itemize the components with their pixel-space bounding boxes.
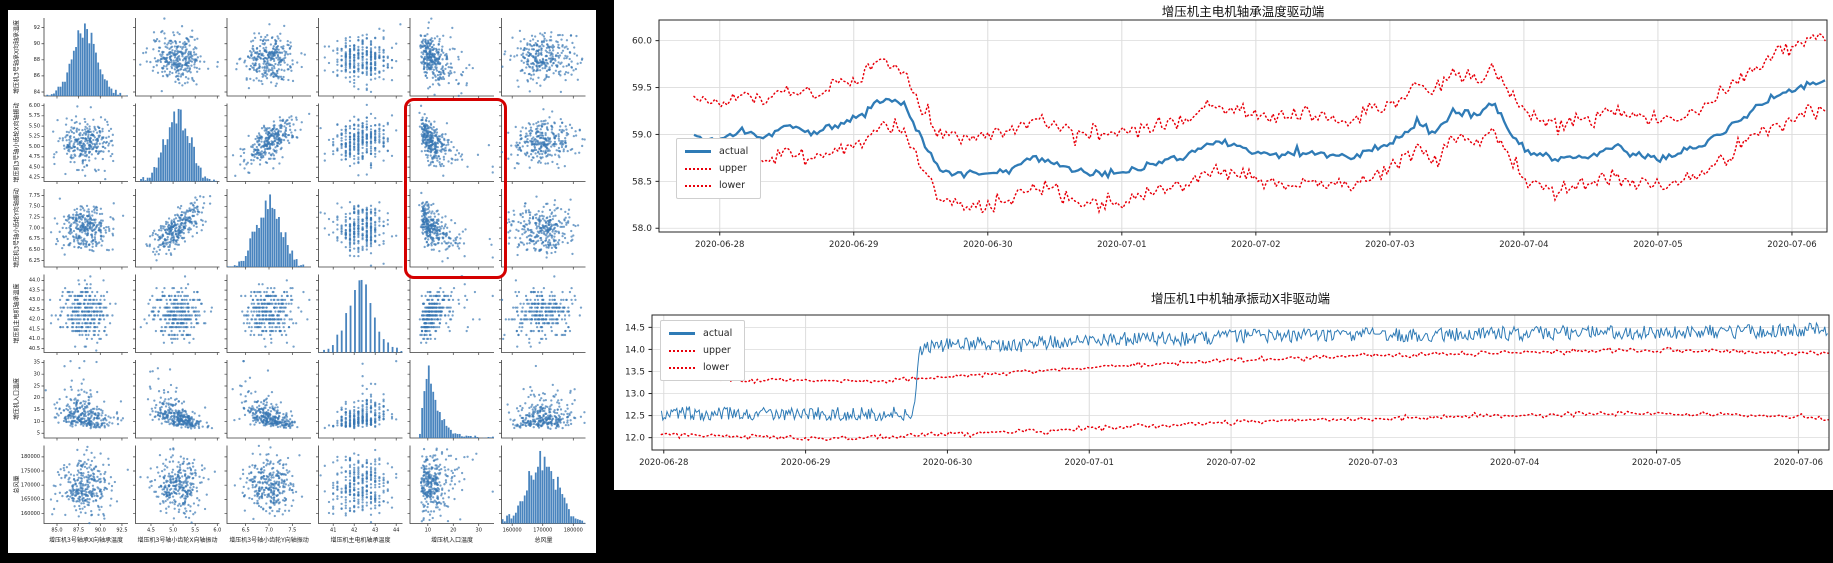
- svg-text:59.0: 59.0: [632, 130, 652, 140]
- svg-text:2020-07-02: 2020-07-02: [1231, 240, 1280, 250]
- legend-upper-label: upper: [703, 345, 731, 356]
- svg-text:2020-06-28: 2020-06-28: [639, 458, 688, 468]
- svg-text:2020-06-30: 2020-06-30: [923, 458, 972, 468]
- svg-text:12.5: 12.5: [625, 412, 645, 422]
- svg-text:2020-06-30: 2020-06-30: [963, 240, 1012, 250]
- legend-item-upper: upper: [685, 160, 748, 177]
- svg-text:2020-07-05: 2020-07-05: [1633, 240, 1682, 250]
- legend-lower-line-sample: [669, 366, 695, 369]
- svg-text:2020-07-04: 2020-07-04: [1490, 458, 1539, 468]
- legend-item-actual: actual: [685, 143, 748, 160]
- legend-upper-line-sample: [685, 167, 711, 170]
- svg-text:14.0: 14.0: [625, 345, 645, 355]
- legend-item-upper: upper: [669, 342, 732, 359]
- chart2-title: 增压机1中机轴承振动X非驱动端: [1150, 291, 1331, 306]
- svg-text:2020-06-29: 2020-06-29: [781, 458, 830, 468]
- svg-text:2020-07-03: 2020-07-03: [1365, 240, 1414, 250]
- chart2-legend: actual upper lower: [660, 320, 746, 381]
- svg-text:2020-07-06: 2020-07-06: [1767, 240, 1816, 250]
- legend-actual-line-sample: [669, 332, 695, 335]
- legend-lower-line-sample: [685, 184, 711, 187]
- svg-text:13.0: 13.0: [625, 390, 645, 400]
- legend-upper-label: upper: [719, 163, 747, 174]
- legend-item-actual: actual: [669, 325, 732, 342]
- legend-lower-label: lower: [719, 180, 745, 191]
- svg-text:2020-07-01: 2020-07-01: [1097, 240, 1146, 250]
- legend-item-lower: lower: [685, 177, 748, 194]
- legend-upper-line-sample: [669, 349, 695, 352]
- legend-item-lower: lower: [669, 359, 732, 376]
- legend-lower-label: lower: [703, 362, 729, 373]
- chart1-legend: actual upper lower: [676, 138, 762, 199]
- legend-actual-label: actual: [719, 146, 749, 157]
- svg-text:2020-07-03: 2020-07-03: [1348, 458, 1397, 468]
- svg-text:2020-06-29: 2020-06-29: [829, 240, 878, 250]
- svg-text:12.0: 12.0: [625, 434, 645, 444]
- svg-text:2020-07-02: 2020-07-02: [1206, 458, 1255, 468]
- legend-actual-label: actual: [703, 328, 733, 339]
- pairplot-canvas: [8, 10, 596, 553]
- svg-text:58.5: 58.5: [632, 177, 652, 187]
- legend-actual-line-sample: [685, 150, 711, 153]
- chart1-plot: 60.0 59.5 59.0 58.5 58.0 2020-06-28 2020-06-29…: [632, 19, 1828, 250]
- svg-text:13.5: 13.5: [625, 367, 645, 377]
- svg-text:2020-07-05: 2020-07-05: [1632, 458, 1681, 468]
- timeseries-panel: 增压机主电机轴承温度驱动端 60.0 59.5 59.0 58.5 58.0 2020-0…: [614, 0, 1833, 490]
- svg-text:59.5: 59.5: [632, 84, 652, 94]
- svg-text:2020-06-28: 2020-06-28: [695, 240, 744, 250]
- svg-text:2020-07-06: 2020-07-06: [1774, 458, 1823, 468]
- svg-text:2020-07-01: 2020-07-01: [1065, 458, 1114, 468]
- svg-text:60.0: 60.0: [632, 37, 652, 47]
- svg-text:58.0: 58.0: [632, 224, 652, 234]
- chart2-plot: 14.5 14.0 13.5 13.0 12.5 12.0 2020-06-28 2020-0…: [625, 314, 1830, 468]
- pairplot-panel: [8, 10, 596, 553]
- svg-text:14.5: 14.5: [625, 323, 645, 333]
- chart1-title: 增压机主电机轴承温度驱动端: [1161, 4, 1325, 19]
- svg-text:2020-07-04: 2020-07-04: [1499, 240, 1548, 250]
